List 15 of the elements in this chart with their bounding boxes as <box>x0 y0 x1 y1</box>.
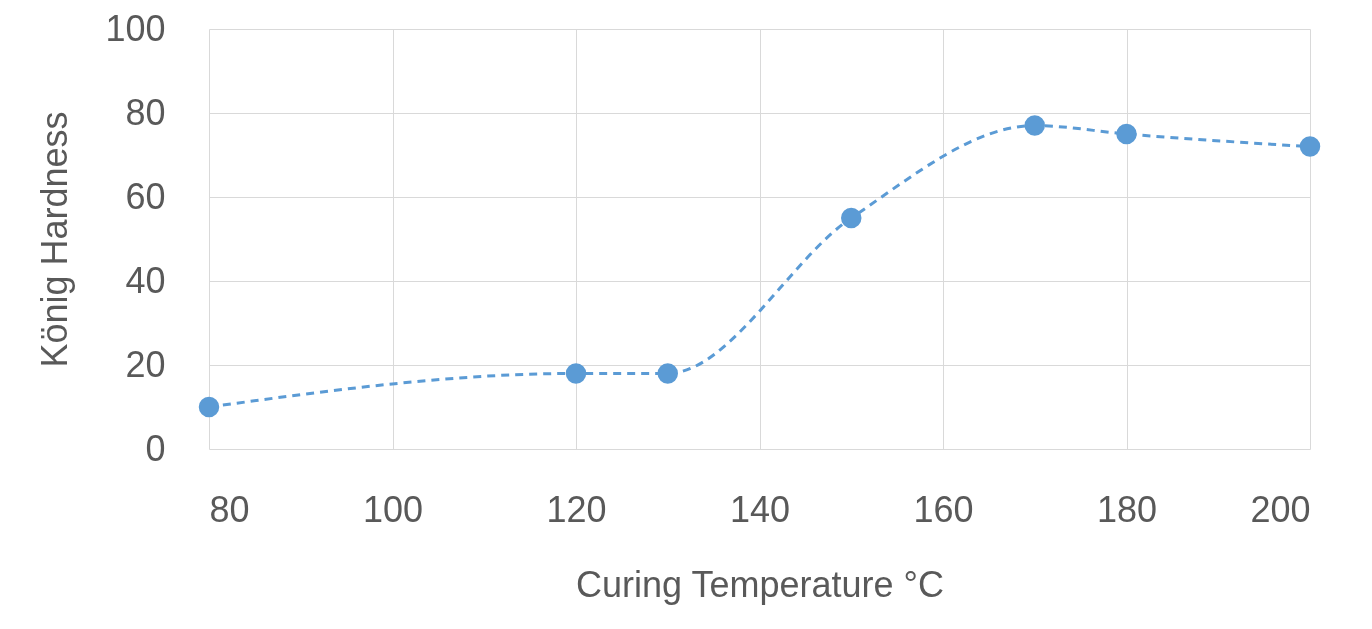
x-tick-label: 80 <box>209 488 250 530</box>
x-tick-label: 160 <box>913 488 974 530</box>
x-tick-label: 100 <box>362 488 424 530</box>
x-tick-label: 180 <box>1096 488 1158 530</box>
y-tick-label: 0 <box>145 427 166 469</box>
x-tick-label: 140 <box>729 488 791 530</box>
y-tick-label: 60 <box>125 175 166 217</box>
y-tick-label: 100 <box>105 7 166 49</box>
x-tick-label: 120 <box>546 488 607 530</box>
x-tick-label: 200 <box>1250 488 1311 530</box>
y-tick-label: 40 <box>125 259 166 301</box>
y-axis-title: König Hardness <box>34 111 76 368</box>
x-axis-title: Curing Temperature °C <box>576 563 944 605</box>
y-tick-label: 80 <box>125 91 166 133</box>
y-tick-label: 20 <box>125 343 166 385</box>
